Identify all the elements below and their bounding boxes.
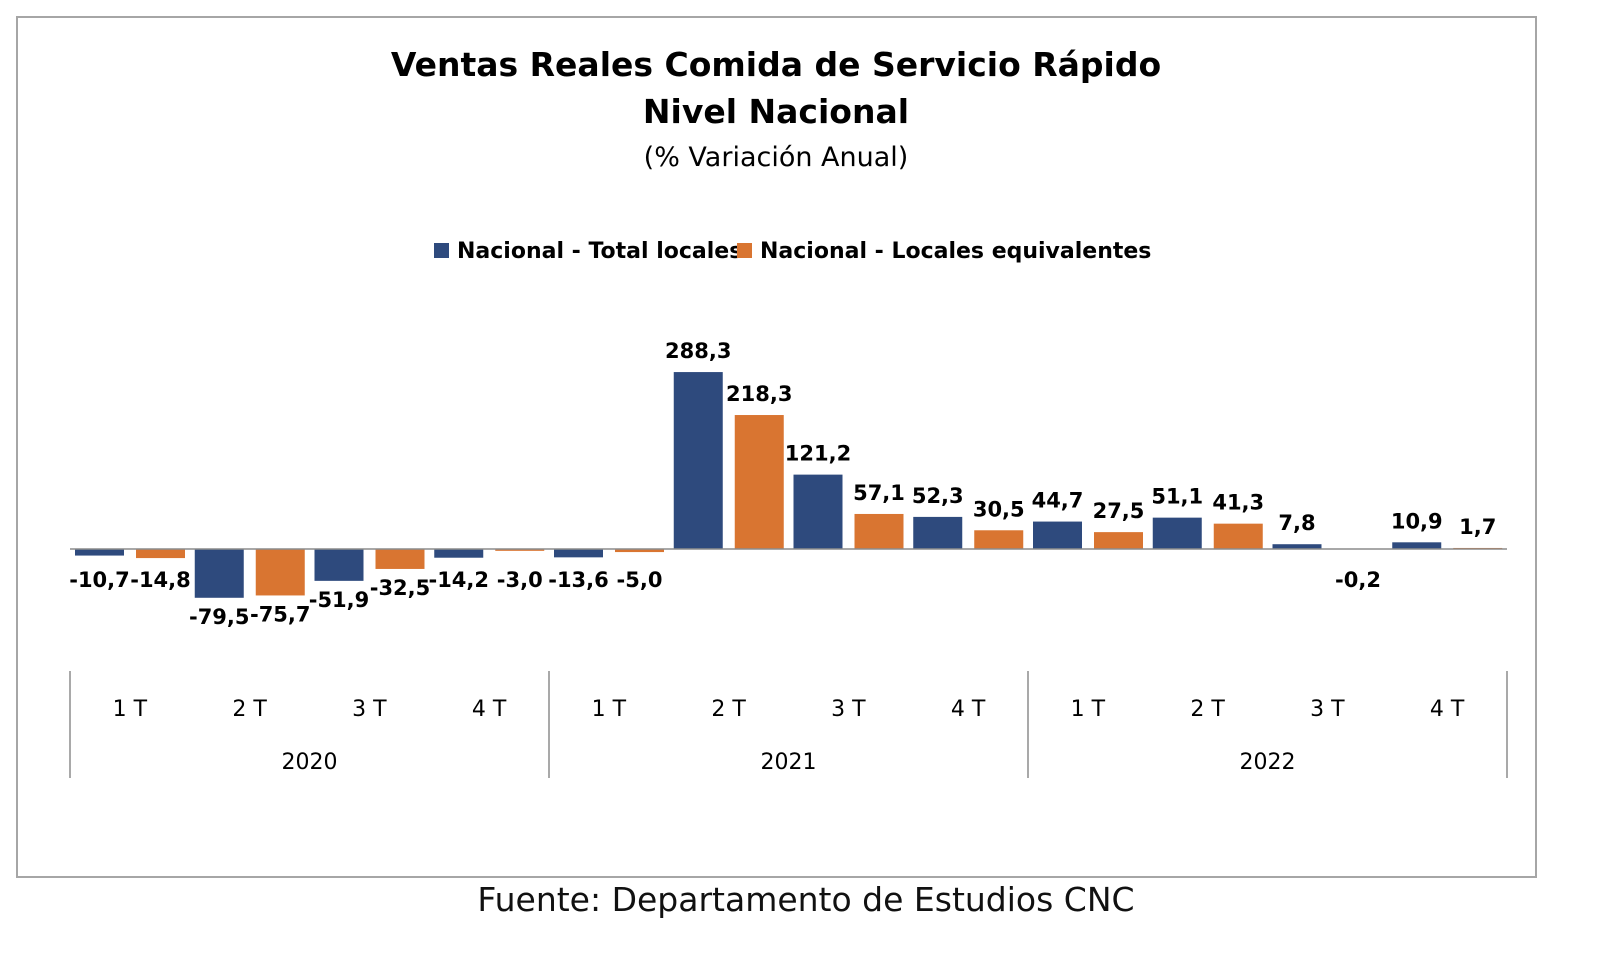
bar-1-6 [854, 513, 904, 549]
x-tick-label-6: 3 T [831, 697, 866, 722]
bar-0-2 [314, 549, 364, 581]
data-label-1-11: 1,7 [1459, 515, 1496, 539]
legend: Nacional - Total locales Nacional - Local… [434, 239, 1151, 264]
data-label-0-3: -14,2 [428, 568, 489, 592]
data-label-0-8: 44,7 [1032, 489, 1084, 513]
x-axis: 1 T 2 T 3 T 4 T 1 T 2 T 3 T 4 T 1 T 2 T 3 T 4 T 2020… [69, 548, 1508, 778]
bar-0-7 [913, 516, 963, 549]
data-label-0-10: 7,8 [1278, 511, 1315, 535]
bar-0-5 [673, 372, 723, 549]
legend-label-0: Nacional - Total locales [457, 239, 742, 264]
chart-svg: Ventas Reales Comida de Servicio Rápido … [69, 45, 1508, 778]
x-tick-label-10: 3 T [1310, 697, 1345, 722]
data-label-1-6: 57,1 [853, 481, 905, 505]
x-tick-label-3: 4 T [472, 697, 507, 722]
legend-label-1: Nacional - Locales equivalentes [760, 239, 1151, 264]
chart-frame: Ventas Reales Comida de Servicio Rápido … [16, 16, 1537, 878]
bar-1-7 [974, 530, 1024, 549]
bar-1-1 [255, 549, 305, 596]
x-tick-label-2: 3 T [352, 697, 387, 722]
data-label-0-7: 52,3 [912, 484, 964, 508]
data-label-1-8: 27,5 [1093, 499, 1145, 523]
data-label-1-4: -5,0 [617, 568, 663, 592]
bar-0-10 [1272, 544, 1322, 549]
chart-subtitle: (% Variación Anual) [644, 142, 909, 173]
bar-1-8 [1094, 532, 1143, 549]
bars [75, 372, 1503, 598]
data-label-0-2: -51,9 [309, 588, 370, 612]
data-label-0-0: -10,7 [69, 568, 130, 592]
data-label-1-9: 41,3 [1212, 491, 1264, 515]
bar-1-5 [734, 415, 784, 549]
x-tick-label-5: 2 T [711, 697, 746, 722]
x-tick-label-1: 2 T [232, 697, 267, 722]
legend-swatch-0 [434, 243, 449, 258]
bar-1-9 [1213, 523, 1263, 549]
bar-1-3 [495, 549, 545, 551]
x-tick-label-8: 1 T [1071, 697, 1106, 722]
x-tick-label-7: 4 T [951, 697, 986, 722]
x-tick-label-11: 4 T [1430, 697, 1465, 722]
bar-0-3 [434, 549, 484, 558]
bar-1-4 [615, 549, 664, 553]
data-label-1-3: -3,0 [497, 568, 543, 592]
chart-title-line2: Nivel Nacional [643, 92, 909, 131]
data-label-0-5: 288,3 [665, 339, 731, 363]
data-label-1-1: -75,7 [250, 602, 311, 626]
legend-swatch-1 [737, 243, 752, 258]
x-tick-label-4: 1 T [592, 697, 627, 722]
data-label-0-11: 10,9 [1391, 509, 1443, 533]
bar-0-9 [1152, 517, 1202, 549]
bar-0-0 [75, 549, 124, 556]
data-labels: -10,7 -14,8-79,5 -75,7-51,9 -32,5-14,2 -3,0-… [69, 339, 1496, 629]
x-group-label-1: 2021 [761, 750, 817, 775]
x-tick-label-9: 2 T [1190, 697, 1225, 722]
data-label-1-5: 218,3 [726, 382, 792, 406]
chart-title: Ventas Reales Comida de Servicio Rápido [391, 45, 1161, 84]
bar-1-2 [375, 549, 425, 569]
data-label-1-2: -32,5 [370, 576, 431, 600]
data-label-1-7: 30,5 [973, 497, 1025, 521]
data-label-1-0: -14,8 [130, 568, 191, 592]
bar-0-4 [554, 549, 603, 558]
bar-0-1 [194, 549, 244, 598]
bar-1-0 [136, 549, 185, 559]
x-group-label-0: 2020 [282, 750, 338, 775]
data-label-1-10: -0,2 [1335, 568, 1381, 592]
bar-0-11 [1392, 542, 1442, 549]
source-note: Fuente: Departamento de Estudios CNC [477, 880, 1135, 919]
data-label-0-4: -13,6 [548, 568, 609, 592]
x-tick-label-0: 1 T [113, 697, 148, 722]
bar-0-6 [793, 474, 843, 549]
x-group-label-2: 2022 [1240, 750, 1296, 775]
data-label-0-9: 51,1 [1151, 485, 1203, 509]
data-label-0-6: 121,2 [785, 442, 851, 466]
data-label-0-1: -79,5 [189, 605, 250, 629]
bar-0-8 [1033, 521, 1082, 549]
